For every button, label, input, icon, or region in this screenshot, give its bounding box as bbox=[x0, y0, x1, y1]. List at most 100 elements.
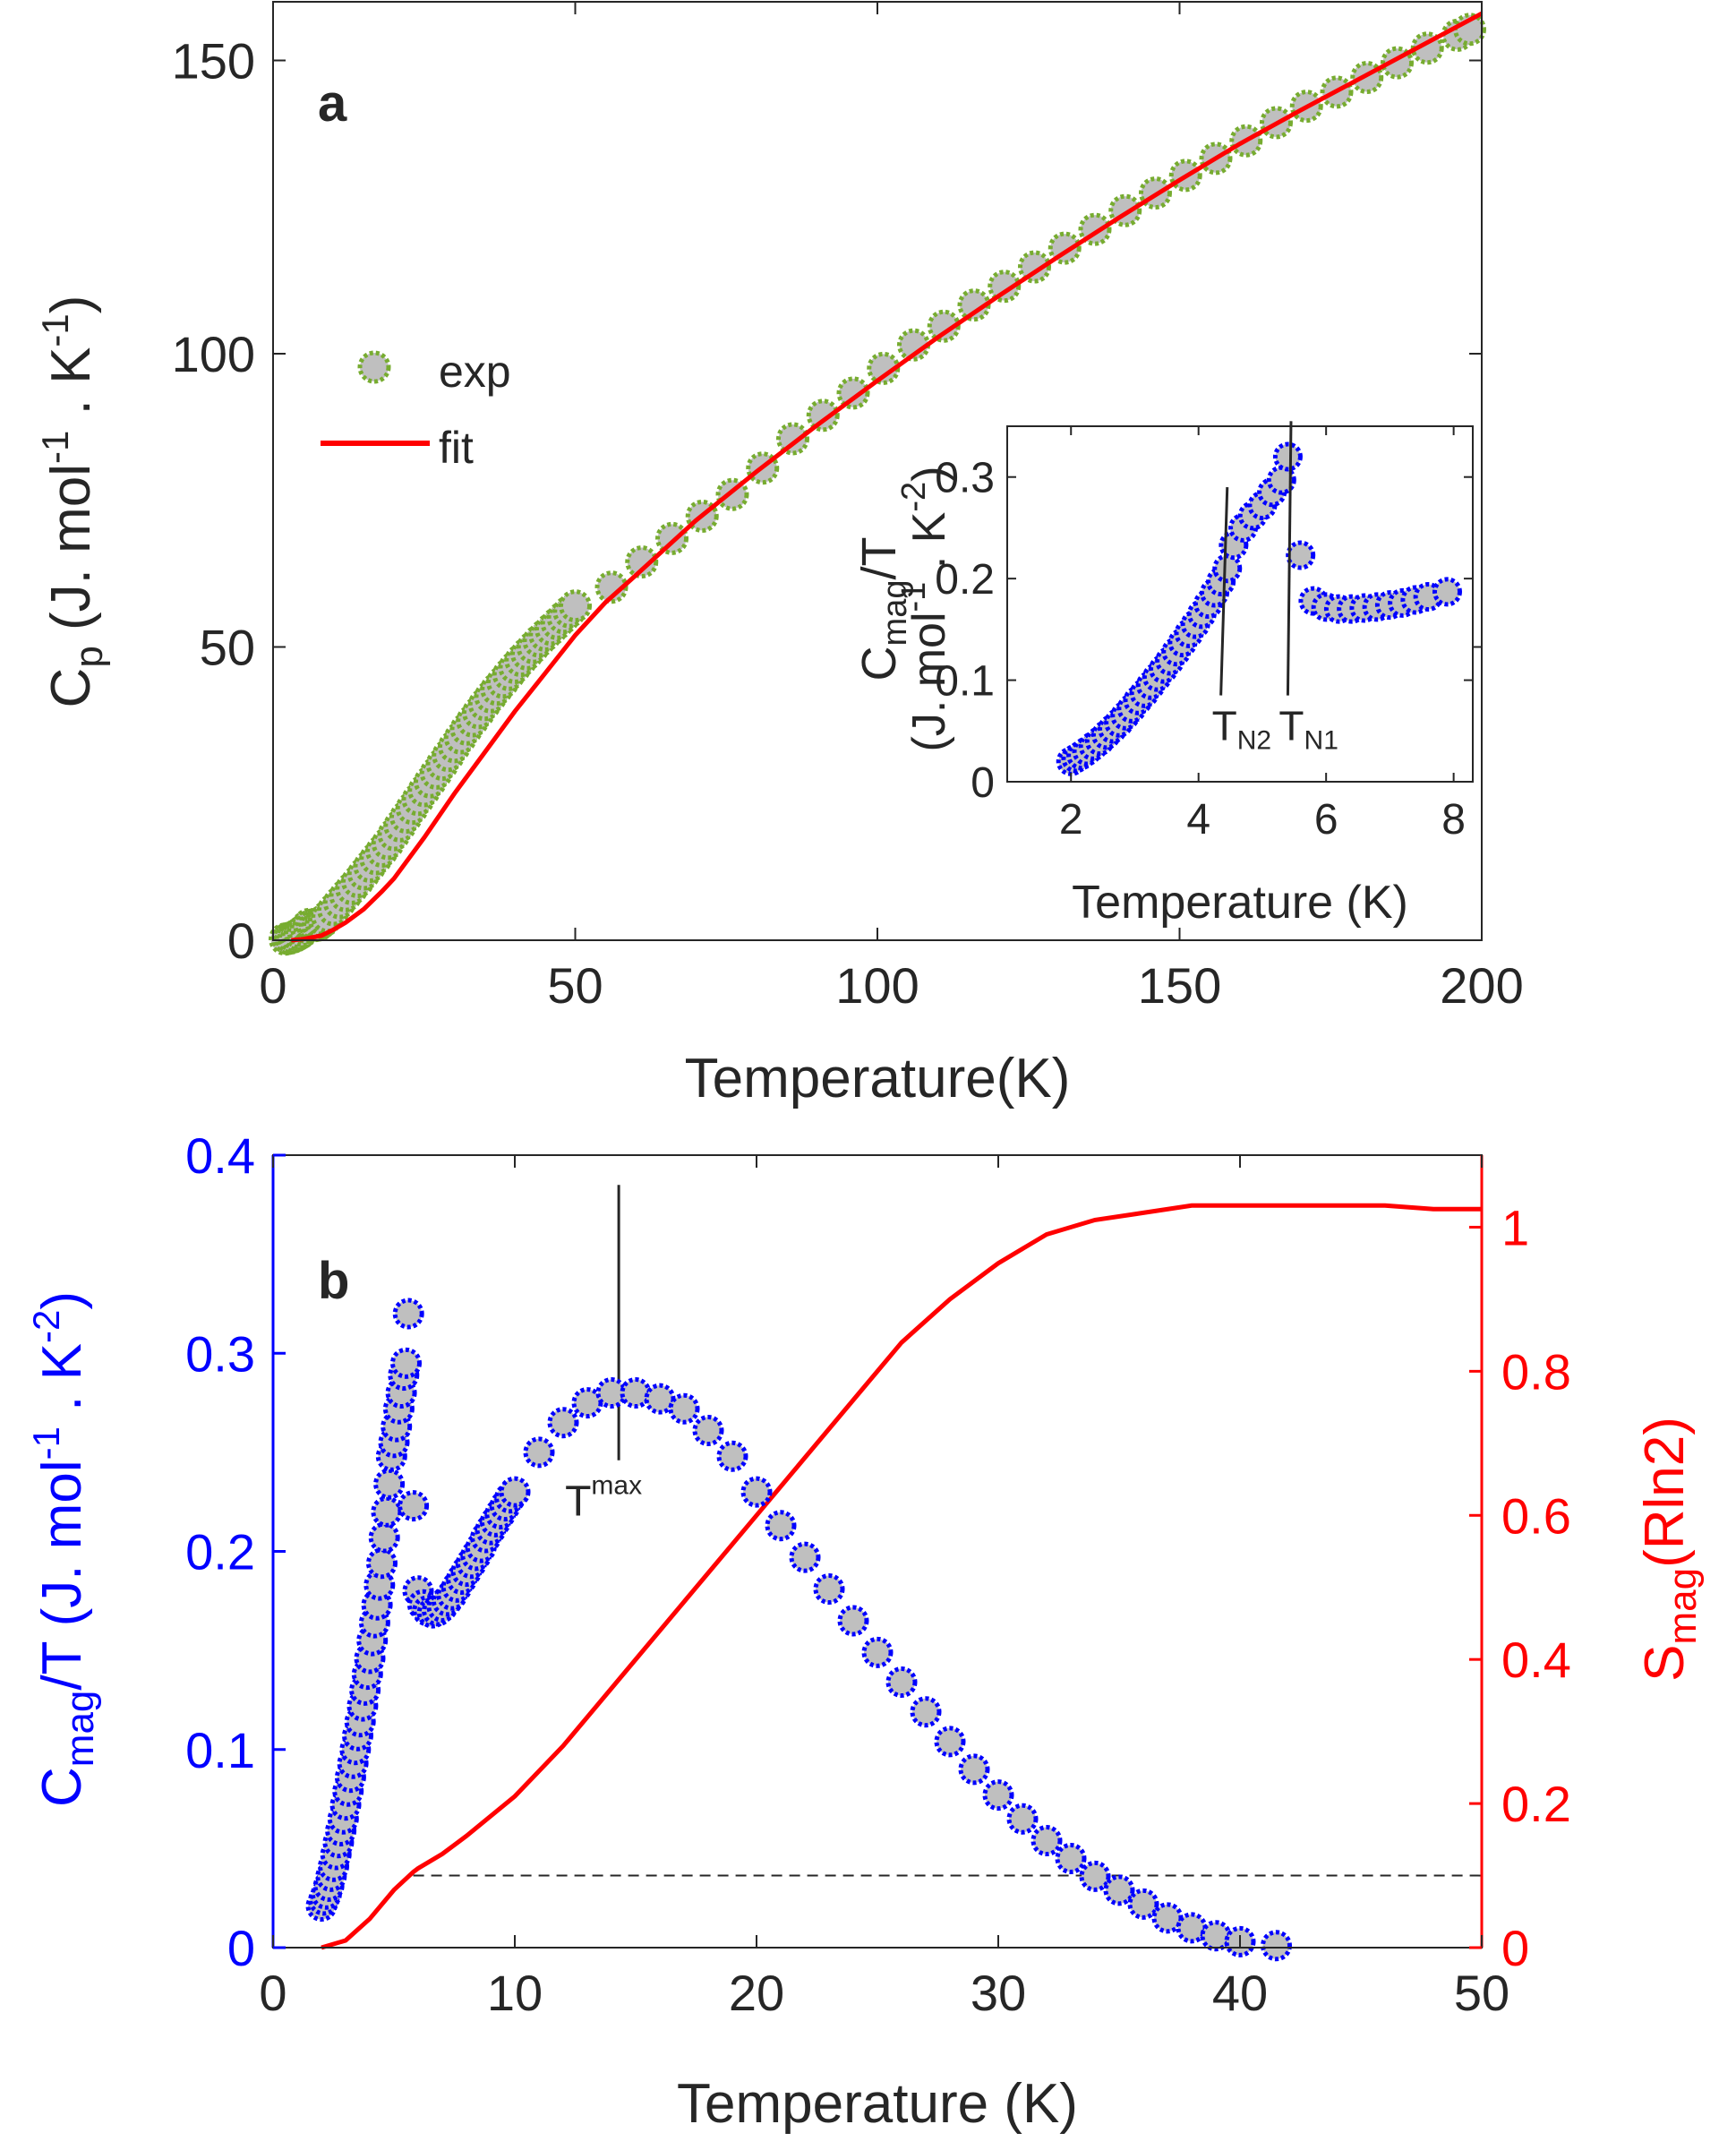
a-x-tick-label: 200 bbox=[1440, 957, 1523, 1014]
inset-data-point bbox=[1212, 553, 1243, 584]
a-inset: 2 4 6 8 0 0.1 0.2 0.3 TN2 TN1 Temperature (K) Cm… bbox=[852, 421, 1474, 929]
b-x-tick-label: 0 bbox=[259, 1965, 286, 2021]
b-data-point bbox=[371, 1495, 403, 1528]
a-exp-point bbox=[806, 398, 840, 433]
b-data-point bbox=[1103, 1874, 1135, 1906]
b-left-y-tick-label: 0.3 bbox=[185, 1325, 255, 1382]
b-data-point bbox=[547, 1407, 579, 1439]
b-data-point bbox=[982, 1779, 1014, 1812]
b-left-y-tick-label: 0.2 bbox=[185, 1524, 255, 1580]
b-data-point bbox=[523, 1436, 555, 1469]
a-x-tick-label: 100 bbox=[835, 957, 919, 1014]
b-data-point bbox=[392, 1298, 424, 1330]
b-x-tick-label: 10 bbox=[487, 1965, 543, 2021]
b-data-point bbox=[644, 1383, 676, 1415]
b-data-point bbox=[716, 1440, 748, 1472]
b-data-point bbox=[499, 1476, 531, 1508]
inset-y-tick-label: 0.1 bbox=[935, 658, 995, 706]
inset-x-tick-label: 8 bbox=[1441, 796, 1466, 844]
b-data-point bbox=[390, 1347, 422, 1379]
b-right-y-tick-label: 0.4 bbox=[1501, 1632, 1571, 1688]
b-right-y-tick-label: 1 bbox=[1501, 1199, 1529, 1255]
b-data-point bbox=[740, 1476, 773, 1508]
b-data-point bbox=[813, 1573, 845, 1606]
inset-x-tick-label: 6 bbox=[1314, 796, 1338, 844]
b-data-point bbox=[692, 1415, 724, 1447]
b-right-y-tick-label: 0.6 bbox=[1501, 1487, 1571, 1544]
b-right-y-tick-label: 0.2 bbox=[1501, 1776, 1571, 1832]
b-data-point bbox=[668, 1392, 700, 1425]
b-x-tick-label: 40 bbox=[1212, 1965, 1268, 2021]
b-right-y-tick-label: 0.8 bbox=[1501, 1343, 1571, 1400]
b-data-point bbox=[885, 1666, 918, 1699]
b-data-point bbox=[1030, 1825, 1063, 1857]
a-exp-point bbox=[559, 589, 592, 623]
a-legend-fit-label: fit bbox=[439, 423, 474, 473]
a-x-tick-label: 50 bbox=[547, 957, 603, 1014]
b-data-point bbox=[765, 1510, 797, 1542]
inset-y-axis-label-line2: (J. mol-1 . K-2) bbox=[895, 467, 955, 752]
a-x-tick-label: 150 bbox=[1138, 957, 1221, 1014]
a-x-axis-label: Temperature(K) bbox=[685, 1048, 1071, 1109]
a-y-tick-label: 100 bbox=[172, 326, 255, 382]
inset-x-tick-label: 2 bbox=[1059, 796, 1083, 844]
a-exp-point bbox=[655, 521, 688, 555]
b-right-y-tick-label: 0 bbox=[1501, 1920, 1529, 1976]
a-exp-point bbox=[776, 422, 809, 456]
inset-annotation-line bbox=[1286, 421, 1293, 696]
inset-y-tick-label: 0.3 bbox=[935, 455, 995, 502]
b-data-point bbox=[398, 1490, 430, 1522]
inset-series bbox=[1056, 441, 1463, 776]
a-exp-point bbox=[1018, 250, 1051, 284]
b-data-point bbox=[789, 1541, 821, 1573]
inset-data-point bbox=[1272, 441, 1303, 472]
a-y-tick-label: 150 bbox=[172, 33, 255, 90]
b-panel-label: b bbox=[318, 1252, 349, 1310]
b-data-point bbox=[1127, 1888, 1159, 1920]
b-left-y-axis-label: Cmag/T (J. mol-1 . K-2) bbox=[25, 1291, 102, 1807]
b-data-point bbox=[861, 1636, 894, 1668]
a-exp-point bbox=[625, 545, 659, 579]
a-y-tick-label: 50 bbox=[200, 620, 255, 676]
b-data-point bbox=[934, 1726, 966, 1758]
a-y-axis-label: Cp (J. mol-1 . K-1) bbox=[34, 296, 111, 708]
b-cmag-series bbox=[305, 1298, 1292, 1962]
inset-annotation-label: TN2 bbox=[1212, 703, 1271, 756]
b-data-point bbox=[1151, 1902, 1184, 1934]
panel-a: 0 50 100 150 200 0 50 100 150 a exp fit Temperat… bbox=[34, 1, 1524, 1109]
b-data-point bbox=[1079, 1860, 1111, 1892]
inset-annotation-line bbox=[1219, 487, 1229, 696]
b-x-tick-label: 20 bbox=[729, 1965, 784, 2021]
inset-data-point bbox=[1432, 577, 1463, 607]
b-left-y-tick-label: 0.1 bbox=[185, 1722, 255, 1778]
b-data-point bbox=[958, 1753, 990, 1786]
a-legend-exp-marker bbox=[357, 350, 391, 384]
a-exp-point bbox=[988, 270, 1022, 304]
inset-data-point bbox=[1286, 540, 1316, 570]
b-data-point bbox=[366, 1547, 398, 1580]
b-data-point bbox=[837, 1605, 869, 1637]
b-data-point bbox=[571, 1387, 603, 1419]
b-data-point bbox=[1055, 1842, 1087, 1874]
a-y-tick-label: 0 bbox=[227, 912, 255, 969]
a-exp-point bbox=[836, 376, 870, 410]
b-data-point bbox=[368, 1521, 400, 1554]
inset-y-axis-label-line1: Cmag/T bbox=[852, 537, 914, 681]
b-x-tick-label: 30 bbox=[971, 1965, 1026, 2021]
inset-x-axis-label: Temperature (K) bbox=[1072, 877, 1408, 929]
b-data-point bbox=[595, 1377, 628, 1409]
a-exp-series bbox=[269, 13, 1486, 956]
inset-annotation-label: TN1 bbox=[1278, 703, 1338, 756]
b-x-tick-label: 50 bbox=[1454, 1965, 1509, 2021]
a-panel-label: a bbox=[318, 74, 347, 133]
b-left-y-tick-label: 0 bbox=[227, 1920, 255, 1976]
b-left-y-tick-label: 0.4 bbox=[185, 1127, 255, 1184]
b-x-axis-label: Temperature (K) bbox=[677, 2073, 1078, 2135]
inset-y-tick-label: 0 bbox=[971, 759, 995, 807]
b-data-point bbox=[1006, 1803, 1039, 1835]
a-legend-exp-label: exp bbox=[439, 347, 511, 397]
